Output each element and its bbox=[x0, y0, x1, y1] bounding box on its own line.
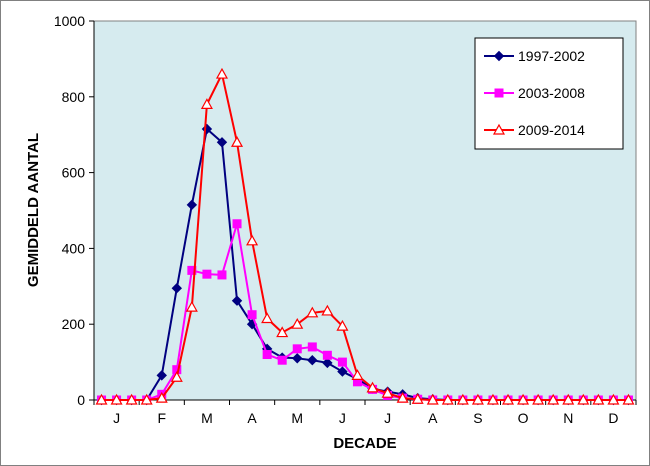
data-point bbox=[456, 393, 469, 405]
data-point bbox=[276, 326, 289, 338]
data-point bbox=[261, 312, 274, 324]
data-point bbox=[110, 393, 123, 405]
data-point bbox=[411, 393, 424, 404]
data-point bbox=[155, 391, 168, 403]
legend-label: 2003-2008 bbox=[518, 85, 585, 101]
x-tick-label: M bbox=[201, 410, 213, 426]
legend-marker bbox=[494, 88, 504, 98]
data-point bbox=[277, 355, 287, 365]
y-tick-label: 800 bbox=[62, 89, 86, 105]
y-tick-label: 0 bbox=[77, 392, 85, 408]
data-point bbox=[351, 369, 364, 380]
data-point bbox=[292, 353, 303, 364]
data-point bbox=[95, 393, 108, 405]
legend-label: 1997-2002 bbox=[518, 48, 585, 64]
data-point bbox=[547, 393, 560, 405]
data-point bbox=[246, 234, 259, 246]
data-point bbox=[366, 381, 379, 393]
y-tick-label: 400 bbox=[62, 240, 86, 256]
data-point bbox=[322, 357, 333, 369]
y-tick-label: 200 bbox=[62, 316, 86, 332]
data-point bbox=[577, 393, 590, 405]
data-point bbox=[202, 269, 212, 279]
legend-marker bbox=[492, 123, 506, 135]
data-point bbox=[321, 304, 334, 316]
data-point bbox=[322, 350, 332, 360]
data-point bbox=[187, 265, 197, 275]
x-tick-label: S bbox=[473, 410, 482, 426]
x-tick-label: O bbox=[518, 410, 529, 426]
x-tick-label: J bbox=[384, 410, 391, 426]
data-point bbox=[291, 317, 304, 329]
x-tick-label: D bbox=[608, 410, 618, 426]
data-point bbox=[307, 342, 317, 352]
x-tick-label: N bbox=[563, 410, 573, 426]
data-point bbox=[215, 67, 228, 79]
data-point bbox=[337, 357, 347, 367]
legend: 1997-2002 2003-2008 2009-2014 bbox=[474, 37, 624, 150]
data-point bbox=[517, 393, 530, 405]
data-point bbox=[381, 386, 394, 398]
data-point bbox=[170, 371, 183, 382]
x-tick-label: M bbox=[291, 410, 303, 426]
y-tick-label: 1000 bbox=[54, 13, 85, 29]
series-layer bbox=[95, 67, 635, 406]
data-point bbox=[562, 393, 575, 405]
data-point bbox=[502, 393, 515, 405]
data-point bbox=[592, 393, 605, 405]
data-point bbox=[171, 282, 183, 294]
legend-marker bbox=[493, 50, 505, 62]
data-point bbox=[140, 393, 153, 405]
series-2009-2014 bbox=[95, 67, 635, 405]
x-tick-label: J bbox=[113, 410, 120, 426]
data-point bbox=[292, 344, 302, 354]
x-tick-label: A bbox=[428, 410, 438, 426]
data-point bbox=[607, 393, 620, 405]
x-tick-label: J bbox=[339, 410, 346, 426]
data-point bbox=[231, 136, 244, 147]
data-point bbox=[247, 310, 257, 320]
y-axis-title: GEMIDDELD AANTAL bbox=[25, 133, 42, 287]
data-point bbox=[231, 295, 243, 306]
data-point bbox=[125, 393, 138, 405]
data-point bbox=[186, 199, 198, 211]
data-point bbox=[216, 137, 228, 148]
data-point bbox=[306, 306, 319, 318]
x-tick-label: F bbox=[157, 410, 166, 426]
data-point bbox=[337, 366, 348, 377]
data-point bbox=[185, 300, 198, 312]
data-point bbox=[307, 354, 318, 366]
data-point bbox=[262, 350, 272, 360]
data-point bbox=[471, 393, 484, 405]
x-tick-label: A bbox=[247, 410, 257, 426]
data-point bbox=[486, 393, 499, 405]
data-point bbox=[396, 391, 409, 403]
x-axis-title: DECADE bbox=[333, 435, 396, 452]
data-point bbox=[200, 98, 213, 109]
data-point bbox=[532, 393, 545, 405]
legend-label: 2009-2014 bbox=[518, 122, 585, 138]
data-point bbox=[217, 270, 227, 280]
data-point bbox=[622, 393, 635, 405]
y-axis: 0 200 400 600 800 1000 bbox=[54, 13, 95, 408]
y-tick-label: 600 bbox=[62, 165, 86, 181]
data-point bbox=[441, 393, 454, 405]
data-point bbox=[156, 370, 167, 381]
data-point bbox=[336, 319, 349, 331]
data-point bbox=[426, 393, 439, 405]
data-point bbox=[232, 219, 242, 229]
